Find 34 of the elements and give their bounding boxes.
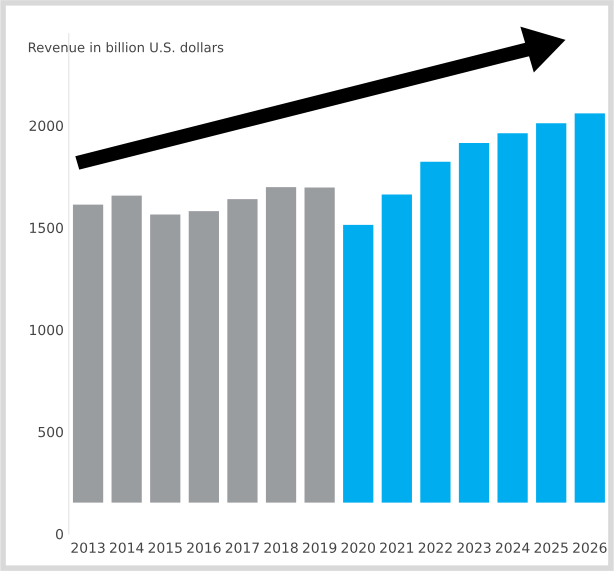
bar [342, 223, 375, 504]
bar [72, 203, 105, 504]
bar [226, 198, 259, 504]
bar [457, 142, 491, 504]
x-tick-label: 2018 [264, 542, 298, 553]
bar [573, 112, 606, 504]
x-tick-label: 2017 [226, 542, 259, 553]
x-tick-label: 2021 [380, 542, 414, 553]
y-tick-label: 500 [38, 426, 63, 438]
bar [380, 193, 414, 504]
x-tick-label: 2025 [534, 542, 568, 553]
y-tick-label: 1500 [30, 222, 63, 234]
bar [110, 194, 144, 504]
x-tick-label: 2024 [496, 542, 530, 553]
x-tick-label: 2023 [457, 542, 491, 553]
x-tick-label: 2013 [71, 542, 105, 553]
x-tick-label: 2014 [110, 542, 144, 553]
bar [496, 132, 530, 504]
bar [534, 122, 568, 504]
bar [148, 213, 182, 504]
y-tick-label: 0 [56, 528, 63, 540]
bar [187, 210, 220, 504]
bar [418, 160, 452, 504]
y-tick-label: 2000 [30, 120, 63, 132]
x-tick-label: 2020 [342, 542, 375, 553]
bar [303, 186, 336, 504]
x-tick-label: 2026 [573, 542, 607, 553]
x-tick-label: 2022 [418, 542, 452, 553]
bar [264, 186, 298, 504]
y-axis-title: Revenue in billion U.S. dollars [28, 42, 224, 52]
y-tick-label: 1000 [30, 324, 63, 336]
x-tick-label: 2015 [148, 542, 182, 553]
x-tick-label: 2019 [302, 542, 336, 553]
x-tick-label: 2016 [187, 542, 221, 553]
